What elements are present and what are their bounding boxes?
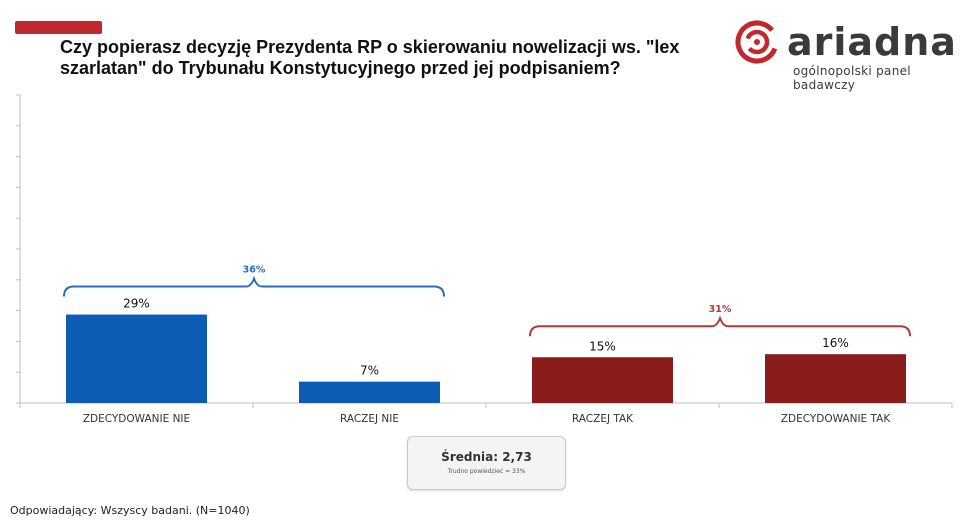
category-label: ZDECYDOWANIE NIE (83, 413, 190, 425)
value-label: 15% (589, 339, 616, 353)
logo-wordmark: ariadna (787, 20, 957, 64)
group-bracket-1 (63, 275, 445, 297)
average-value: Średnia: 2,73 (441, 450, 532, 464)
bar-2 (299, 381, 440, 403)
chart-title: Czy popierasz decyzję Prezydenta RP o sk… (60, 37, 680, 78)
value-label: 16% (822, 336, 849, 350)
dont-know-note: Trudno powiedzieć = 33% (447, 468, 526, 475)
value-label: 29% (123, 297, 150, 311)
average-box: Średnia: 2,73 Trudno powiedzieć = 33% (407, 436, 566, 490)
respondents-note: Odpowiadający: Wszyscy badani. (N=1040) (10, 504, 250, 517)
category-label: RACZEJ TAK (572, 413, 634, 425)
accent-bar (15, 21, 102, 34)
category-label: RACZEJ NIE (340, 413, 399, 425)
group-total-label: 31% (709, 304, 732, 315)
bar-4 (765, 354, 906, 403)
logo-tagline: ogólnopolski panel badawczy (793, 64, 911, 92)
bar-1 (66, 314, 207, 403)
group-bracket-2 (529, 315, 911, 337)
category-label: ZDECYDOWANIE TAK (781, 413, 892, 425)
bar-3 (532, 357, 673, 403)
ariadna-logo: ariadna ogólnopolski panel badawczy (735, 18, 970, 92)
value-label: 7% (360, 364, 379, 378)
ariadna-logo-icon (735, 20, 779, 64)
group-total-label: 36% (243, 265, 266, 276)
